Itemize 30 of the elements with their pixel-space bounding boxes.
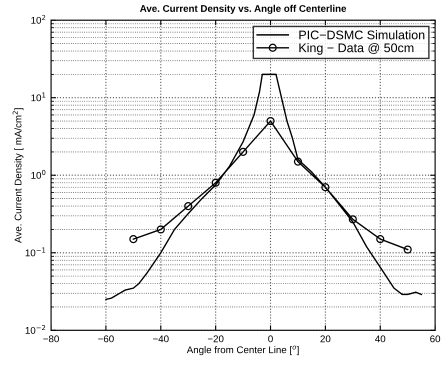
point xyxy=(212,178,220,187)
point xyxy=(266,116,275,126)
point xyxy=(238,148,248,156)
x-tick-label: −20 xyxy=(208,335,224,342)
point xyxy=(376,235,384,244)
point xyxy=(348,215,357,224)
point xyxy=(156,225,165,234)
point xyxy=(404,245,412,254)
point xyxy=(129,235,138,244)
line-series xyxy=(105,74,422,300)
y-tick-label: 10$^{−1}$ xyxy=(26,248,46,256)
legend-label: PIC−DSMC Simulation xyxy=(299,30,424,40)
x-axis-title: Angle from Center Line [$^{o}$] xyxy=(186,346,299,356)
x-tick-label: 20 xyxy=(320,335,330,342)
point xyxy=(321,183,330,192)
x-tick-label: −40 xyxy=(153,335,169,342)
y-tick-label: 10$^{1}$ xyxy=(31,92,46,102)
x-tick-label: −80 xyxy=(43,335,59,342)
y-tick-label: 10$^{0}$ xyxy=(31,170,46,179)
point xyxy=(184,202,192,210)
x-tick-label: 0 xyxy=(268,335,273,342)
point xyxy=(294,157,302,166)
x-tick-label: −60 xyxy=(98,335,114,342)
x-tick-label: 60 xyxy=(430,335,440,342)
x-tick-label: 40 xyxy=(375,335,386,342)
chart-title: Ave. Current Density vs. Angle off Centerline xyxy=(140,4,346,14)
y-tick-label: 10$^{−2}$ xyxy=(26,324,46,334)
y-tick-label: 10$^{2}$ xyxy=(31,14,46,24)
y-axis-title: Ave. Current Density [ mA/cm$^{2}$] xyxy=(12,108,24,243)
legend-label: King − Data @ 50cm xyxy=(299,43,414,55)
